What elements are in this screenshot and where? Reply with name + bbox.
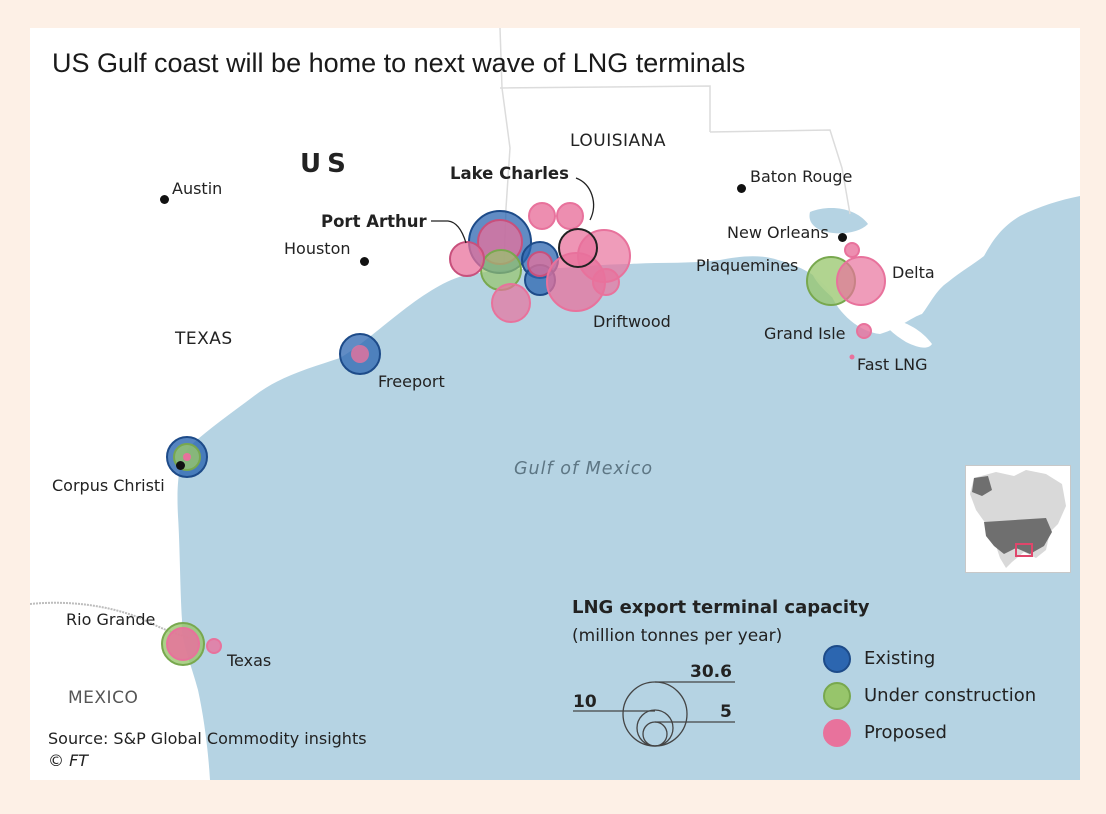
label-mexico: MEXICO — [68, 688, 139, 708]
proposed-terminal-rio-grande — [166, 627, 200, 661]
label-texas: TEXAS — [175, 329, 233, 349]
ft-brand: FT — [69, 751, 89, 770]
city-dot-baton-rouge — [737, 184, 746, 193]
scale-label-5: 5 — [720, 702, 732, 722]
proposed-terminal-corpus-christi — [183, 453, 191, 461]
proposed-terminal-calcasieu — [592, 268, 620, 296]
terminal-label-texas: Texas — [227, 651, 272, 670]
city-dot-corpus-christi — [176, 461, 185, 470]
terminal-label-lake-charles: Lake Charles — [450, 164, 569, 183]
gulf-of-mexico-water — [177, 196, 1080, 780]
city-label-houston: Houston — [284, 239, 351, 258]
existing-circle — [823, 645, 851, 673]
legend-title: LNG export terminal capacity — [572, 597, 870, 618]
terminal-label-fast-lng: Fast LNG — [857, 355, 928, 374]
terminal-label-rio-grande: Rio Grande — [66, 610, 156, 629]
terminal-label-plaquemines: Plaquemines — [696, 256, 799, 275]
city-dot-austin — [160, 195, 169, 204]
label-louisiana: LOUISIANA — [570, 131, 666, 151]
city-label-corpus-christi: Corpus Christi — [52, 476, 165, 495]
inset-highlight-box — [1015, 543, 1033, 557]
legend-subtitle: (million tonnes per year) — [572, 626, 783, 646]
terminal-bubbles — [161, 202, 886, 666]
locator-inset-map — [965, 465, 1071, 573]
city-label-new-orleans: New Orleans — [727, 223, 829, 242]
legend-label-under-construction: Under construction — [864, 685, 1037, 706]
proposed-terminal-commonwealth — [491, 283, 531, 323]
legend-label-existing: Existing — [864, 648, 936, 669]
louisiana-mississippi-border — [709, 129, 851, 215]
copyright-symbol: © — [48, 751, 64, 770]
source-text: Source: S&P Global Commodity insights — [48, 729, 367, 748]
proposed-terminal-port-arthur — [449, 241, 485, 277]
proposed-terminal-fast-lng — [849, 354, 855, 360]
proposed-terminal-lake-charles — [558, 228, 598, 268]
label-gulf-of-mexico: Gulf of Mexico — [514, 459, 654, 479]
city-dot-houston — [360, 257, 369, 266]
scale-label-10: 10 — [573, 692, 597, 712]
mississippi-delta — [880, 318, 932, 348]
proposed-terminal-texas — [206, 638, 222, 654]
proposed-terminal-delta — [836, 256, 886, 306]
lake-charles-leader — [575, 177, 595, 221]
proposed-terminal-new-orleans — [844, 242, 860, 258]
city-dot-new-orleans — [838, 233, 847, 242]
proposed-circle — [823, 719, 851, 747]
scale-label-30-6: 30.6 — [690, 662, 732, 682]
label-us: US — [300, 149, 352, 179]
copyright-line: © FT — [48, 750, 367, 772]
port-arthur-leader — [431, 220, 467, 244]
terminal-label-driftwood: Driftwood — [593, 312, 671, 331]
city-label-baton-rouge: Baton Rouge — [750, 167, 853, 186]
legend-label-proposed: Proposed — [864, 722, 947, 743]
texas-bay — [370, 370, 396, 384]
legend-size-scale — [573, 681, 735, 747]
alaska-shape — [972, 476, 992, 496]
terminal-label-freeport: Freeport — [378, 372, 445, 391]
proposed-terminal-grand-isle — [856, 323, 872, 339]
gulf-coast-map — [30, 28, 1080, 780]
source-note: Source: S&P Global Commodity insights © … — [48, 728, 367, 772]
under-construction-circle — [823, 682, 851, 710]
city-label-austin: Austin — [172, 179, 223, 198]
map-figure: US Gulf coast will be home to next wave … — [30, 28, 1080, 780]
terminal-label-grand-isle: Grand Isle — [764, 324, 846, 343]
arkansas-louisiana-border — [499, 85, 711, 132]
proposed-terminal-b — [556, 202, 584, 230]
terminal-label-delta: Delta — [892, 263, 935, 282]
proposed-terminal-freeport — [351, 345, 369, 363]
terminal-label-port-arthur: Port Arthur — [321, 212, 427, 231]
proposed-terminal-a — [528, 202, 556, 230]
contiguous-us-shape — [984, 518, 1052, 554]
lake-pontchartrain — [809, 208, 868, 234]
chart-title: US Gulf coast will be home to next wave … — [52, 48, 746, 78]
